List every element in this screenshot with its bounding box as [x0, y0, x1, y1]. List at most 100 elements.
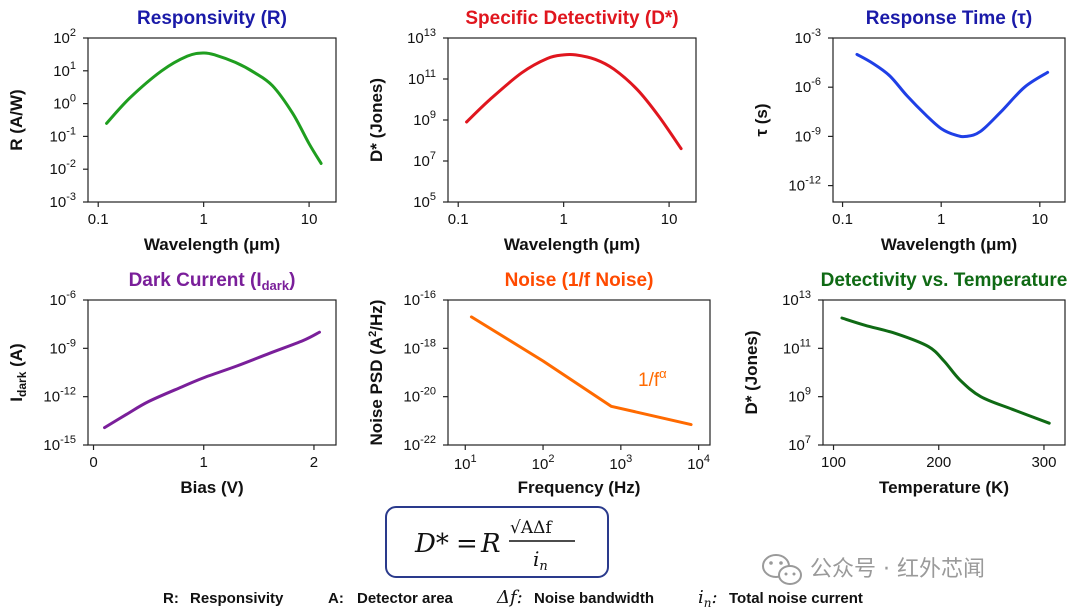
y-tick-label: 10-6	[795, 76, 821, 96]
annotation-label: 1/fα	[638, 366, 667, 391]
legend-df-text: Noise bandwidth	[534, 590, 654, 607]
y-tick-label: 10-2	[50, 158, 76, 178]
panel-response-time: Response Time (τ) 0.1 1 10 10-12 10-9 10-6 10-3…	[752, 8, 1066, 254]
watermark: 公众号 · 红外芯闻	[762, 554, 985, 585]
y-tick-label: 1011	[783, 337, 811, 357]
y-tick-label: 10-9	[795, 125, 821, 145]
x-tick-label: 0.1	[832, 211, 853, 228]
chart-title: Specific Detectivity (D*)	[465, 8, 678, 29]
panel-responsivity: Responsivity (R) 0.1 1 10 10-3 10-2 10-1 100 101…	[7, 8, 337, 254]
y-tick-label: 10-12	[43, 386, 76, 406]
equation-lhs: D*	[414, 529, 449, 559]
panel-detectivity-vs-temperature: Detectivity vs. Temperature 100 200 300 107 1…	[742, 270, 1067, 497]
legend-r-symbol: R:	[163, 590, 179, 607]
legend-a-text: Detector area	[357, 590, 454, 607]
y-tick-label: 109	[788, 386, 811, 406]
x-tick-label: 101	[454, 453, 477, 473]
y-tick-label: 109	[413, 109, 436, 129]
y-tick-label: 10-15	[43, 434, 76, 454]
y-tick-label: 1011	[408, 68, 436, 88]
y-axis-label: D* (Jones)	[367, 78, 386, 162]
x-tick-label: 104	[687, 453, 710, 473]
symbol-legend: R: Responsivity A: Detector area Δf: Noi…	[163, 587, 863, 610]
x-tick-label: 2	[310, 454, 318, 471]
plot-frame	[87, 299, 337, 446]
x-tick-label: 10	[301, 211, 318, 228]
chart-title: Response Time (τ)	[866, 8, 1033, 29]
x-tick-label: 10	[1031, 211, 1048, 228]
x-tick-label: 1	[199, 211, 207, 228]
y-tick-label: 107	[788, 434, 811, 454]
y-tick-label: 10-3	[795, 27, 821, 47]
panel-noise: Noise (1/f Noise) 101 102 103 104 10-22 10-20 1…	[367, 270, 711, 497]
x-axis-label: Wavelength (μm)	[144, 235, 280, 254]
y-axis-label: Idark (A)	[7, 343, 29, 401]
y-axis-label: τ (s)	[752, 103, 771, 136]
legend-a-symbol: A:	[328, 590, 344, 607]
y-tick-label: 10-1	[50, 125, 76, 145]
series-line	[105, 51, 323, 165]
legend-in-symbol: in:	[698, 587, 718, 610]
equation-box: D* = R √AΔf in	[385, 506, 609, 578]
x-tick-label: 100	[821, 454, 846, 471]
equation-numerator: √AΔf	[510, 518, 553, 538]
equation-denominator: in	[533, 547, 548, 574]
y-tick-label: 10-12	[788, 175, 821, 195]
legend-df-symbol: Δf:	[496, 587, 523, 608]
x-axis-label: Frequency (Hz)	[518, 478, 641, 497]
x-tick-label: 1	[937, 211, 945, 228]
plot-frame	[832, 37, 1066, 203]
legend-in-text: Total noise current	[729, 590, 863, 607]
x-axis-label: Wavelength (μm)	[881, 235, 1017, 254]
plot-frame	[447, 37, 697, 203]
panel-dark-current: Dark Current (Idark) 0 1 2 10-15 10-12 10-9 10-…	[7, 270, 337, 497]
x-tick-label: 102	[532, 453, 555, 473]
watermark-text: 公众号 · 红外芯闻	[810, 557, 985, 582]
series-line	[469, 315, 693, 427]
series-line	[465, 52, 683, 151]
y-axis-label: D* (Jones)	[742, 330, 761, 414]
x-axis-label: Temperature (K)	[879, 478, 1009, 497]
legend-r-text: Responsivity	[190, 590, 284, 607]
series-line	[840, 316, 1051, 425]
equation-r: R	[480, 529, 501, 559]
y-tick-label: 10-16	[403, 289, 436, 309]
x-tick-label: 0.1	[88, 211, 109, 228]
y-tick-label: 1013	[407, 27, 436, 47]
y-tick-label: 10-6	[50, 289, 76, 309]
x-tick-label: 1	[200, 454, 208, 471]
x-axis-label: Wavelength (μm)	[504, 235, 640, 254]
y-tick-label: 10-18	[403, 337, 436, 357]
y-tick-label: 100	[53, 93, 76, 113]
x-tick-label: 0.1	[448, 211, 469, 228]
y-tick-label: 105	[413, 191, 436, 211]
x-tick-label: 300	[1031, 454, 1056, 471]
y-tick-label: 10-3	[50, 191, 76, 211]
plot-frame	[822, 299, 1066, 446]
chart-title: Detectivity vs. Temperature	[821, 270, 1068, 291]
x-tick-label: 1	[559, 211, 567, 228]
y-tick-label: 101	[53, 60, 76, 80]
x-tick-label: 200	[926, 454, 951, 471]
x-tick-label: 10	[661, 211, 678, 228]
y-axis-label: Noise PSD (A2/Hz)	[367, 300, 386, 446]
y-axis-label: R (A/W)	[7, 89, 26, 150]
y-tick-label: 10-20	[403, 386, 436, 406]
chart-title: Responsivity (R)	[137, 8, 287, 29]
y-tick-label: 10-22	[403, 434, 436, 454]
x-axis-label: Bias (V)	[180, 478, 243, 497]
chart-title: Noise (1/f Noise)	[505, 270, 654, 291]
plot-frame	[447, 299, 711, 446]
panel-specific-detectivity: Specific Detectivity (D*) 0.1 1 10 105 107 109…	[367, 8, 697, 254]
y-tick-label: 107	[413, 150, 436, 170]
chart-title: Dark Current (Idark)	[129, 270, 296, 293]
series-line	[103, 330, 321, 430]
y-tick-label: 10-9	[50, 337, 76, 357]
plot-frame	[87, 37, 337, 203]
x-tick-label: 0	[89, 454, 97, 471]
series-line	[855, 52, 1050, 139]
y-tick-label: 102	[53, 27, 76, 47]
wechat-icon	[762, 554, 802, 585]
x-tick-label: 103	[609, 453, 632, 473]
